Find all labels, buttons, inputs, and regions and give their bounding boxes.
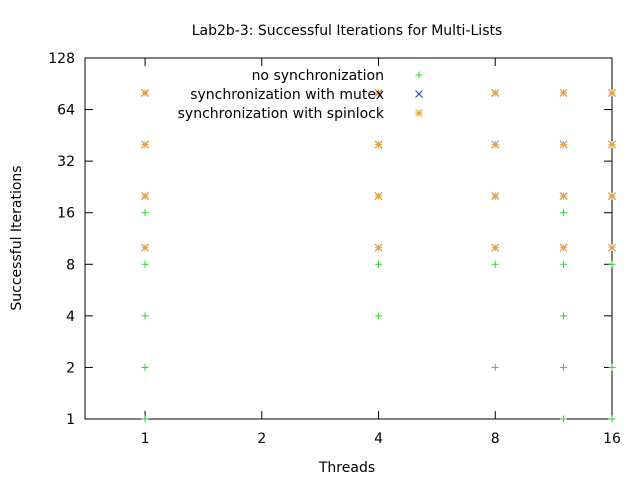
x-tick-label: 4 — [374, 431, 383, 447]
data-point-series-3 — [608, 243, 616, 252]
data-point-series-3 — [608, 140, 616, 149]
data-point-series-1 — [560, 415, 568, 423]
data-point-series-1 — [491, 363, 499, 371]
x-axis-label: Threads — [318, 460, 375, 476]
y-tick-label: 16 — [57, 206, 75, 222]
data-point-series-1 — [141, 363, 149, 371]
data-point-series-3 — [374, 140, 383, 149]
data-point-series-3 — [608, 89, 616, 97]
data-point-series-3 — [374, 192, 383, 200]
data-point-series-3 — [374, 243, 383, 252]
data-point-series-1 — [141, 312, 149, 320]
y-tick-label: 128 — [48, 51, 75, 67]
data-point-series-3 — [141, 89, 149, 97]
data-point-series-1 — [141, 209, 149, 217]
y-tick-label: 4 — [66, 309, 75, 325]
data-point-series-3 — [559, 89, 568, 97]
legend-label: synchronization with spinlock — [178, 106, 385, 122]
data-point-series-1 — [560, 260, 568, 268]
axis-ticks: 1 2 4 8 16 32 64 128 1 2 4 8 16 — [48, 51, 621, 447]
data-point-series-3 — [141, 243, 149, 252]
data-point-series-1 — [141, 260, 149, 268]
data-point-series-1 — [560, 209, 568, 217]
y-axis-label: Successful Iterations — [9, 165, 25, 310]
chart-title: Lab2b-3: Successful Iterations for Multi… — [192, 23, 503, 39]
legend: no synchronization synchronization with m… — [178, 68, 423, 122]
y-tick-label: 32 — [57, 154, 75, 170]
y-tick-label: 2 — [66, 360, 75, 376]
data-point-series-1 — [608, 415, 616, 423]
data-point-series-3 — [559, 243, 568, 252]
x-tick-label: 1 — [141, 431, 150, 447]
data-point-series-3 — [141, 140, 149, 149]
data-point-series-1 — [560, 312, 568, 320]
data-point-series-1 — [375, 260, 383, 268]
plot-area — [84, 57, 613, 420]
x-tick-label: 16 — [603, 431, 621, 447]
data-point-series-3 — [559, 140, 568, 149]
x-tick-label: 8 — [491, 431, 500, 447]
legend-marker — [415, 109, 423, 117]
x-tick-label: 2 — [257, 431, 266, 447]
data-point-series-3 — [491, 192, 500, 200]
legend-label: no synchronization — [252, 68, 384, 84]
data-point-series-3 — [608, 192, 616, 200]
data-point-series-1 — [375, 312, 383, 320]
data-point-series-1 — [141, 415, 149, 423]
data-point-series-3 — [491, 89, 500, 97]
data-point-series-3 — [491, 243, 500, 252]
y-tick-label: 8 — [66, 257, 75, 273]
data-point-series-3 — [559, 192, 568, 200]
data-point-series-3 — [141, 192, 149, 200]
data-point-series-1 — [560, 363, 568, 371]
legend-label: synchronization with mutex — [190, 87, 384, 103]
data-point-series-3 — [491, 140, 500, 149]
y-tick-label: 64 — [57, 103, 75, 119]
data-point-series-1 — [608, 363, 616, 371]
data-point-series-1 — [491, 260, 499, 268]
legend-marker — [415, 90, 423, 98]
legend-marker — [415, 71, 423, 79]
data-point-series-3 — [374, 89, 383, 97]
data-points — [141, 89, 616, 423]
y-tick-label: 1 — [66, 412, 75, 428]
data-point-series-1 — [608, 260, 616, 268]
